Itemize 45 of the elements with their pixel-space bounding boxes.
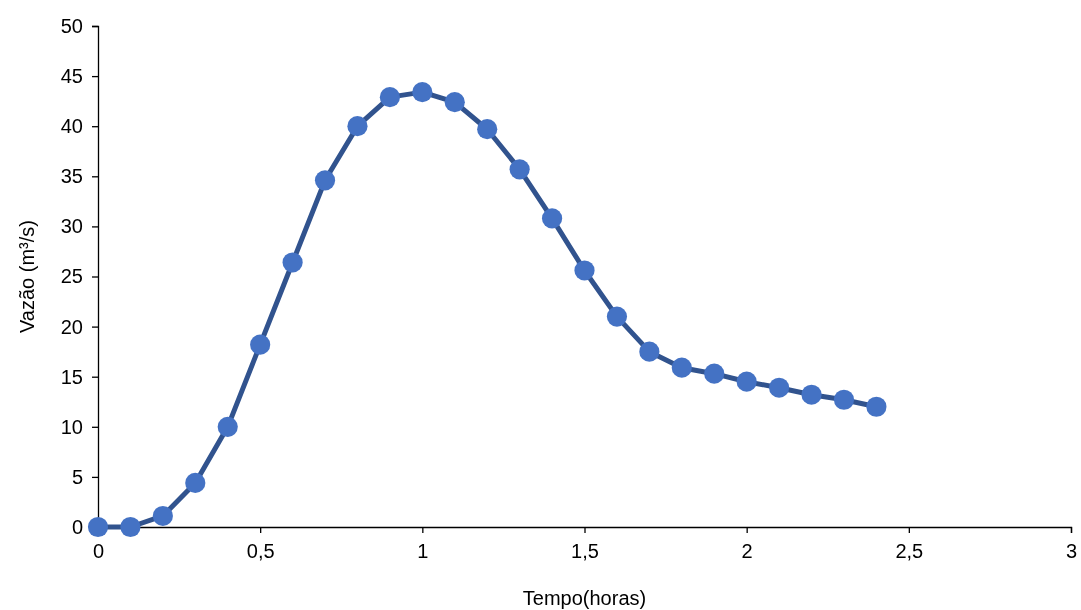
point [801,384,822,405]
x-tick-label: 0,5 [246,540,275,562]
x-tick-label: 2 [741,540,753,562]
point [444,92,465,113]
point [412,82,433,103]
point [152,505,173,527]
y-tick-label: 45 [60,65,83,87]
point [87,516,109,538]
point [379,87,400,108]
point [606,306,628,327]
point [282,252,303,273]
x-tick-label: 1 [417,540,429,562]
y-tick-label: 10 [60,415,83,438]
point [477,119,498,140]
y-axis-title: Vazão (m³/s) [16,220,38,333]
y-tick-label: 50 [60,14,83,37]
point [671,357,692,378]
point [185,472,206,493]
y-tick-label: 30 [60,215,83,238]
point [120,516,141,538]
point [574,260,595,281]
point [736,371,757,392]
x-axis-title: Tempo(horas) [522,587,647,609]
point [639,341,660,362]
y-tick-label: 15 [60,365,83,388]
y-tick-label: 35 [60,165,83,188]
x-tick-label: 0 [92,540,105,562]
point [541,208,563,229]
point [347,116,368,137]
y-tick-label: 40 [60,115,83,138]
point [769,377,790,398]
y-tick-label: 20 [60,315,83,338]
point [833,389,855,410]
point [704,363,725,384]
y-tick-label: 25 [60,265,83,288]
x-tick-label: 1,5 [571,540,599,562]
point [509,159,530,180]
point [314,170,336,191]
point [217,416,238,437]
y-tick-label: 0 [71,515,83,538]
point [250,334,271,355]
x-tick-label: 3 [1065,540,1078,562]
y-tick-label: 5 [71,465,83,488]
x-tick-label: 2,5 [895,540,924,562]
point [866,396,887,417]
